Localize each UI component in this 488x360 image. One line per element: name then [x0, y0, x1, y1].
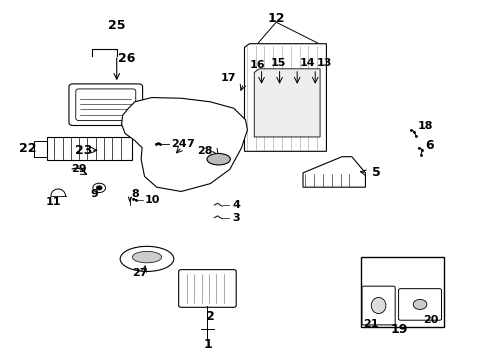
Text: 12: 12 [267, 12, 285, 25]
Text: 25: 25 [108, 19, 125, 32]
Text: 11: 11 [45, 197, 61, 207]
Polygon shape [303, 157, 365, 187]
Text: 4: 4 [232, 200, 240, 210]
Text: 17: 17 [220, 73, 236, 83]
Text: 16: 16 [249, 60, 265, 70]
Text: 26: 26 [118, 51, 135, 64]
Text: 14: 14 [299, 58, 315, 68]
FancyBboxPatch shape [47, 137, 132, 160]
FancyBboxPatch shape [361, 286, 394, 325]
FancyBboxPatch shape [360, 257, 444, 327]
Ellipse shape [120, 246, 173, 271]
Text: 27: 27 [132, 268, 147, 278]
Text: 21: 21 [363, 319, 378, 329]
Text: 2: 2 [205, 310, 214, 323]
Ellipse shape [370, 297, 385, 314]
FancyBboxPatch shape [69, 84, 142, 126]
Text: 18: 18 [417, 121, 432, 131]
Polygon shape [122, 98, 247, 192]
Text: 7: 7 [185, 139, 193, 149]
FancyBboxPatch shape [178, 270, 236, 307]
Text: 10: 10 [144, 195, 160, 205]
Text: 13: 13 [316, 58, 331, 68]
Circle shape [96, 186, 102, 190]
Text: 23: 23 [75, 144, 92, 157]
Text: 5: 5 [371, 166, 380, 179]
Polygon shape [254, 69, 320, 137]
Text: 8: 8 [131, 189, 139, 199]
Ellipse shape [206, 153, 230, 165]
FancyBboxPatch shape [398, 289, 441, 320]
Polygon shape [244, 44, 326, 151]
Ellipse shape [132, 251, 161, 263]
FancyBboxPatch shape [76, 89, 136, 121]
Text: 19: 19 [390, 323, 407, 336]
Text: 22: 22 [19, 142, 36, 155]
Text: 1: 1 [203, 338, 211, 351]
Text: 15: 15 [270, 58, 286, 68]
Text: 28: 28 [197, 145, 212, 156]
Text: 6: 6 [424, 139, 433, 152]
Text: 20: 20 [422, 315, 438, 325]
Text: 3: 3 [232, 213, 240, 222]
Text: 24: 24 [171, 139, 186, 149]
Text: 9: 9 [91, 189, 99, 199]
Ellipse shape [412, 300, 426, 310]
Text: 29: 29 [71, 164, 86, 174]
